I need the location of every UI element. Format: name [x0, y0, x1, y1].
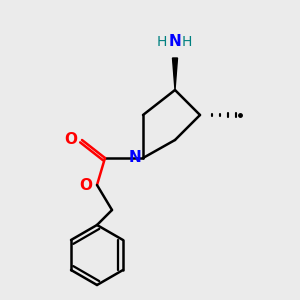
Polygon shape — [172, 58, 178, 90]
Text: O: O — [64, 133, 77, 148]
Text: N: N — [129, 151, 141, 166]
Text: H: H — [182, 35, 192, 49]
Text: H: H — [157, 35, 167, 49]
Text: O: O — [80, 178, 92, 193]
Text: N: N — [169, 34, 182, 50]
